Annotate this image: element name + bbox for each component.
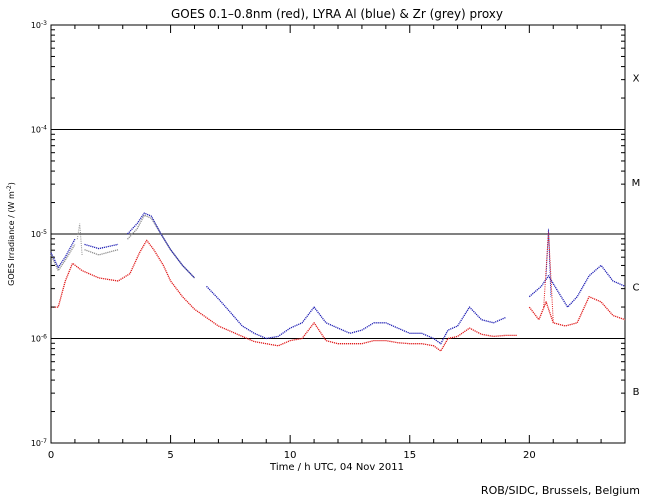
flare-class-label-x: X <box>633 73 640 84</box>
series-layer <box>50 212 626 352</box>
series-2-segment-0 <box>51 239 518 352</box>
y-axis-label-main: GOES Irradiance / (W m <box>7 191 16 286</box>
y-axis-label: GOES Irradiance / (W m-2) <box>6 182 17 286</box>
y-tick-label-2: 10-5 <box>31 229 47 240</box>
chart-title: GOES 0.1–0.8nm (red), LYRA Al (blue) & Z… <box>171 7 503 21</box>
y-tick-label-1: 10-6 <box>31 333 47 344</box>
x-tick-label-1: 5 <box>167 450 173 461</box>
y-tick-label-0: 10-7 <box>31 438 47 449</box>
series-1-segment-2 <box>127 212 195 279</box>
series-0-segment-2 <box>127 214 195 279</box>
series-1-segment-3 <box>206 285 506 345</box>
axis-ticks: 0 5 10 15 20 10-7 10-6 10-5 10-4 10-3 <box>31 20 625 461</box>
series-2-segment-1 <box>528 296 626 327</box>
credit-text: ROB/SIDC, Brussels, Belgium <box>481 484 640 497</box>
spike-1 <box>543 231 554 323</box>
x-tick-label-4: 20 <box>523 450 536 461</box>
y-tick-label-4: 10-3 <box>31 20 47 31</box>
flare-class-label-b: B <box>633 387 640 398</box>
series-1-segment-1 <box>84 243 119 250</box>
x-tick-label-3: 15 <box>403 450 416 461</box>
y-axis-label-close: ) <box>7 182 16 185</box>
series-0-segment-1 <box>84 249 119 256</box>
series-1-segment-0 <box>50 238 76 269</box>
x-axis-label: Time / h UTC, 04 Nov 2011 <box>269 462 404 473</box>
series-0-segment-0 <box>50 244 76 272</box>
x-tick-label-0: 0 <box>48 450 54 461</box>
flare-class-threshold-lines <box>51 129 625 339</box>
series-1-segment-4 <box>528 264 626 308</box>
flare-class-labels: X M C B <box>632 73 641 398</box>
y-axis-label-exp: -2 <box>6 185 13 191</box>
spike-2 <box>76 223 83 255</box>
flare-class-label-c: C <box>633 282 640 293</box>
x-tick-label-2: 10 <box>284 450 297 461</box>
y-tick-label-3: 10-4 <box>31 124 47 135</box>
flare-class-label-m: M <box>632 178 641 189</box>
